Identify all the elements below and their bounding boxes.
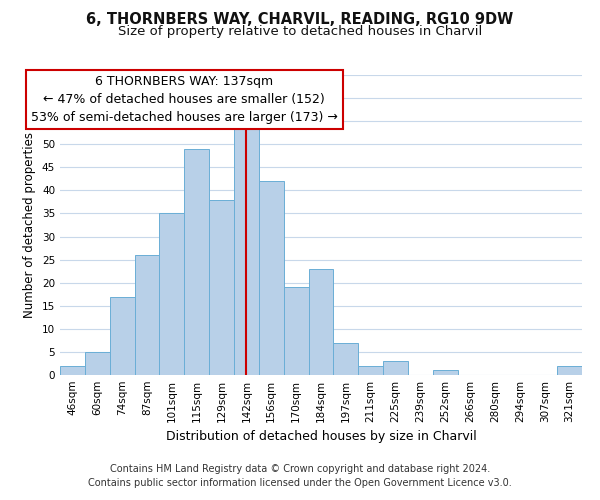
Text: Size of property relative to detached houses in Charvil: Size of property relative to detached ho… [118,25,482,38]
Text: 6 THORNBERS WAY: 137sqm
← 47% of detached houses are smaller (152)
53% of semi-d: 6 THORNBERS WAY: 137sqm ← 47% of detache… [31,75,338,124]
Bar [60,366,85,375]
Bar [234,126,259,375]
Bar [85,352,110,375]
X-axis label: Distribution of detached houses by size in Charvil: Distribution of detached houses by size … [166,430,476,444]
Bar [259,181,284,375]
Bar [358,366,383,375]
Bar [433,370,458,375]
Bar [160,214,184,375]
Bar [110,296,134,375]
Bar [134,255,160,375]
Y-axis label: Number of detached properties: Number of detached properties [23,132,37,318]
Bar [308,269,334,375]
Bar [334,342,358,375]
Bar [184,149,209,375]
Text: 6, THORNBERS WAY, CHARVIL, READING, RG10 9DW: 6, THORNBERS WAY, CHARVIL, READING, RG10… [86,12,514,28]
Bar [557,366,582,375]
Bar [383,361,408,375]
Bar [284,288,308,375]
Bar [209,200,234,375]
Text: Contains HM Land Registry data © Crown copyright and database right 2024.
Contai: Contains HM Land Registry data © Crown c… [88,464,512,487]
